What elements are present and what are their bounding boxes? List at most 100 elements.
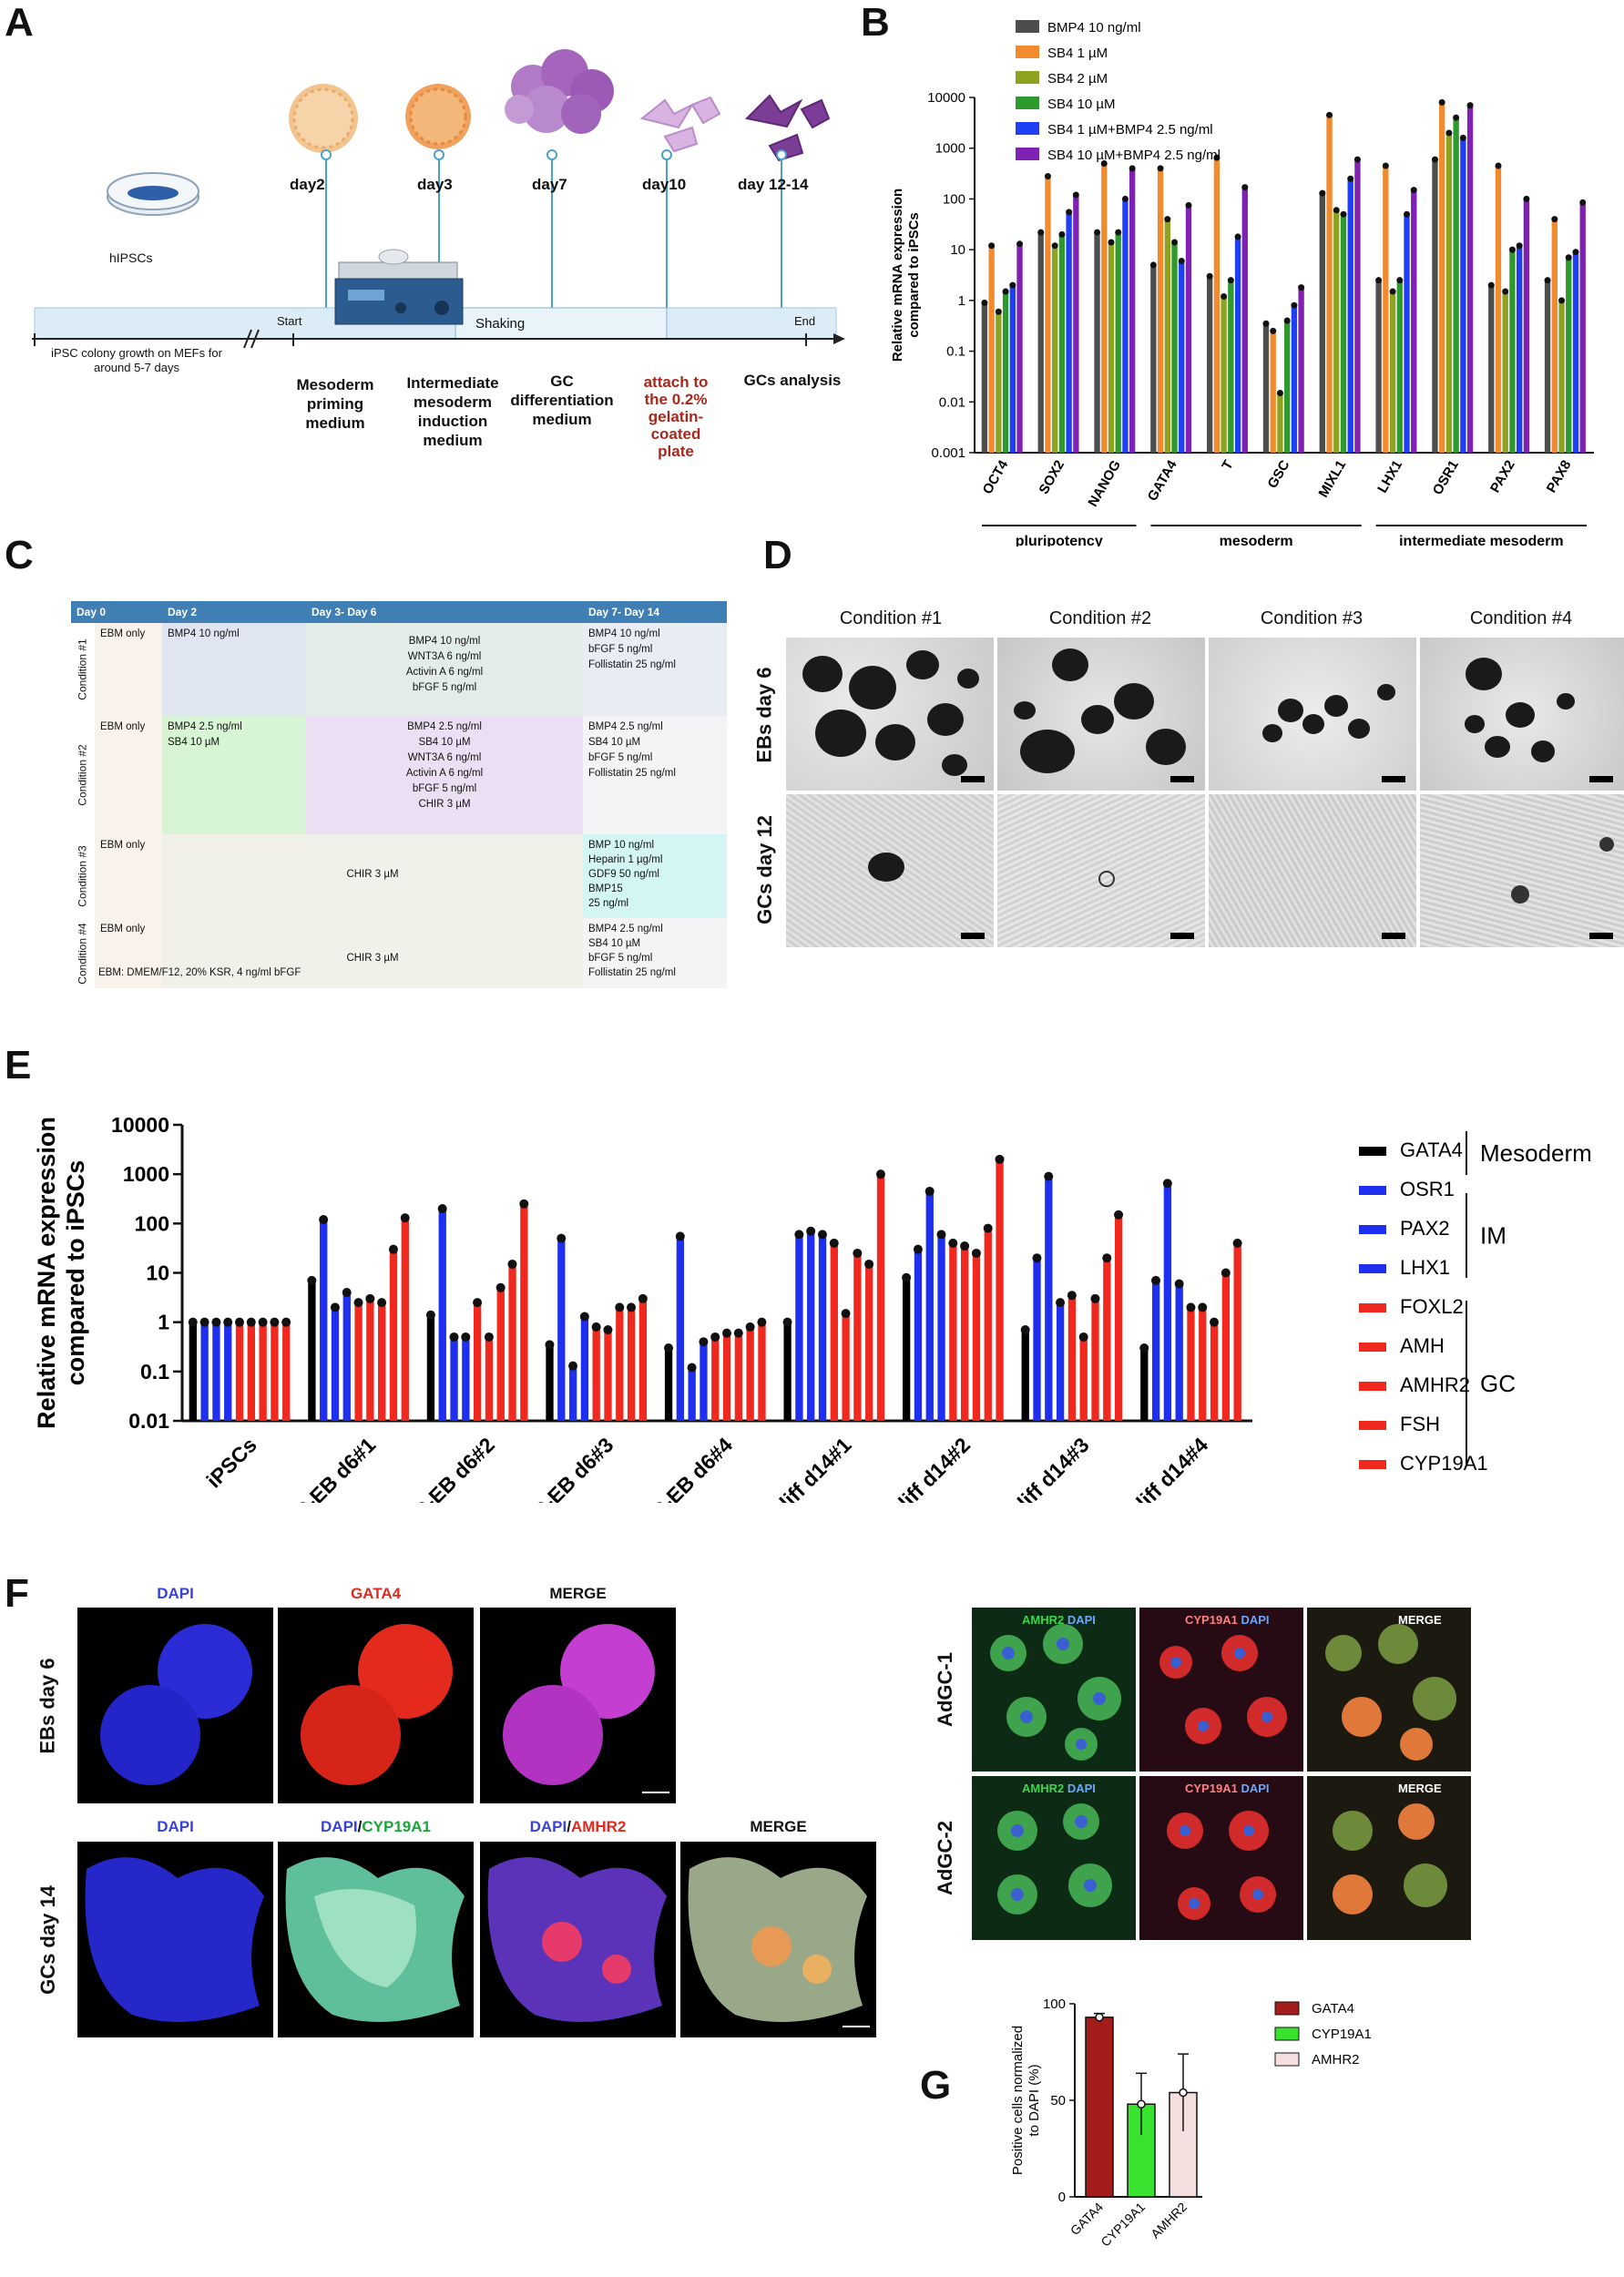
legend-swatch: [1359, 1421, 1386, 1430]
bar: [320, 1220, 328, 1421]
data-point: [1453, 114, 1460, 121]
panel-label-d: D: [763, 533, 792, 577]
data-point: [353, 1298, 363, 1308]
day-label-3: day7: [532, 176, 567, 193]
data-point: [342, 1288, 352, 1298]
bar: [1079, 1336, 1088, 1421]
bar: [688, 1367, 696, 1421]
bar: [1103, 1258, 1111, 1421]
data-point: [1396, 277, 1404, 284]
data-point: [782, 1317, 792, 1327]
legend-swatch: [1274, 2027, 1300, 2041]
data-point: [1151, 1275, 1161, 1285]
bar: [1234, 236, 1241, 453]
legend-label: AMHR2: [1312, 2052, 1360, 2068]
data-point: [377, 1298, 387, 1308]
bar: [961, 1246, 969, 1421]
data-point: [1115, 229, 1122, 236]
legend-swatch: [1359, 1460, 1386, 1469]
bar: [830, 1242, 838, 1421]
data-point: [1291, 301, 1298, 309]
data-point: [924, 1186, 935, 1196]
bar: [1347, 179, 1353, 453]
group-label: pluripotency: [1016, 534, 1103, 546]
bar: [568, 1365, 577, 1421]
data-point: [1186, 1302, 1196, 1312]
data-point: [1078, 1332, 1088, 1342]
hipsc-label: hIPSCs: [109, 250, 153, 265]
bar: [865, 1263, 873, 1421]
legend-swatch: [1359, 1147, 1386, 1156]
data-point: [988, 242, 996, 250]
f-title-dapi-amhr2-gc: DAPI/AMHR2: [529, 1818, 627, 1835]
f-title-gata4-eb: GATA4: [350, 1585, 402, 1602]
data-point: [568, 1361, 578, 1371]
bar: [1354, 159, 1361, 453]
data-point: [1009, 281, 1016, 289]
legend-label: GATA4: [1400, 1138, 1463, 1161]
bar: [1466, 105, 1474, 453]
data-point: [1459, 134, 1466, 141]
f-title-merge-gc: MERGE: [750, 1818, 807, 1835]
data-point: [1185, 201, 1192, 209]
data-point: [519, 1199, 529, 1209]
bar: [1021, 1330, 1029, 1421]
x-tick-label: GATA4: [1067, 2200, 1106, 2238]
legend-swatch: [1274, 2001, 1300, 2016]
legend-label: SB4 2 µM: [1047, 71, 1108, 87]
panel-label-b: B: [861, 0, 890, 45]
d-row-label-ebs: EBs day 6: [753, 667, 777, 763]
ebm-footnote: EBM: DMEM/F12, 20% KSR, 4 ng/ml bFGF: [98, 967, 301, 978]
bar: [1045, 176, 1051, 453]
data-point: [1020, 1325, 1030, 1335]
cell-c4-day2-6: CHIR 3 µM: [162, 918, 583, 988]
data-point: [1044, 1171, 1054, 1181]
micrograph-gc-cond1: [786, 794, 994, 947]
timeline-end: End: [794, 314, 816, 328]
bar: [795, 1234, 803, 1421]
bar: [1517, 245, 1523, 453]
bar: [1187, 1307, 1195, 1421]
bar: [389, 1249, 398, 1421]
data-point: [1178, 258, 1185, 265]
bar: [638, 1298, 648, 1421]
orbital-shaker-icon: [334, 249, 464, 325]
bar: [354, 1302, 363, 1421]
bar: [1439, 102, 1445, 454]
y-tick-label: 1000: [935, 141, 965, 157]
bar: [1445, 132, 1453, 453]
day12-cells-icon: [744, 94, 831, 162]
data-point: [1058, 230, 1066, 238]
micrograph-eb-cond4: [1420, 638, 1624, 791]
y-tick-label: 0: [1058, 2190, 1066, 2205]
day3-spheroid-icon: [405, 84, 471, 149]
bar: [903, 1277, 911, 1421]
data-point: [388, 1244, 398, 1254]
panel-g-bar-chart: 100 50 0 Positive cells normalizedto DAPI (…: [1010, 1996, 1372, 2250]
header-day3-6: Day 3- Day 6: [306, 601, 583, 623]
data-point: [1094, 229, 1101, 236]
data-point: [948, 1238, 958, 1248]
f-row-label-ebs: EBs day 6: [36, 1657, 59, 1754]
y-tick-label: 10000: [111, 1113, 169, 1137]
data-point: [1445, 129, 1453, 137]
data-point: [1283, 317, 1291, 324]
cell-c4-day7: BMP4 2.5 ng/ml SB4 10 µM bFGF 5 ng/ml Fo…: [583, 918, 727, 988]
data-point: [1495, 162, 1502, 169]
data-point: [1326, 111, 1333, 118]
y-tick-label: 0.001: [931, 445, 965, 461]
bar: [1396, 280, 1403, 453]
data-point: [1382, 162, 1389, 169]
x-tick-label: iPSCs: [201, 1433, 260, 1492]
data-point: [1241, 184, 1249, 191]
data-point: [557, 1233, 567, 1243]
data-point: [757, 1317, 767, 1327]
data-point: [1213, 154, 1221, 161]
data-point: [1221, 1268, 1231, 1278]
micrograph-gc-cond3: [1209, 794, 1416, 947]
row-label-condition-2: Condition #2: [77, 744, 90, 806]
data-point: [1100, 159, 1108, 167]
bar: [1150, 264, 1157, 453]
bar: [1129, 168, 1136, 453]
bar: [508, 1263, 516, 1421]
